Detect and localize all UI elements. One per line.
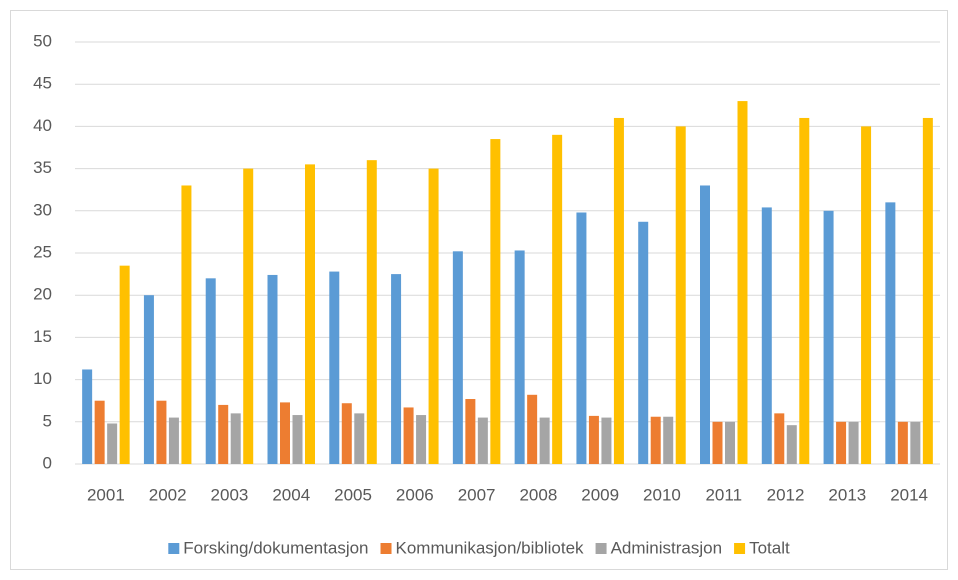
bar bbox=[650, 416, 661, 464]
bar bbox=[663, 416, 674, 464]
bar bbox=[774, 413, 785, 464]
bar bbox=[329, 271, 340, 464]
bar bbox=[181, 185, 192, 465]
legend-label: Kommunikasjon/bibliotek bbox=[396, 538, 585, 557]
bar bbox=[601, 417, 612, 464]
bar bbox=[156, 400, 167, 464]
y-tick-label: 20 bbox=[33, 285, 52, 304]
x-tick-label: 2009 bbox=[581, 485, 619, 504]
x-tick-label: 2002 bbox=[149, 485, 187, 504]
legend-swatch bbox=[168, 543, 180, 554]
x-tick-label: 2010 bbox=[643, 485, 681, 504]
bar bbox=[267, 274, 278, 464]
bar bbox=[539, 417, 550, 464]
legend-label: Totalt bbox=[749, 538, 790, 557]
bar bbox=[823, 210, 834, 464]
bar bbox=[168, 417, 179, 464]
legend-swatch bbox=[734, 543, 746, 554]
bar bbox=[477, 417, 488, 464]
legend-swatch bbox=[380, 543, 392, 554]
legend-label: Administrasjon bbox=[611, 538, 723, 557]
bar bbox=[836, 421, 847, 464]
bar bbox=[700, 185, 710, 465]
bar bbox=[366, 160, 377, 464]
bar bbox=[737, 101, 748, 464]
bar bbox=[527, 394, 538, 464]
bar bbox=[452, 251, 463, 464]
bar bbox=[897, 421, 908, 464]
x-tick-label: 2012 bbox=[767, 485, 805, 504]
y-tick-label: 10 bbox=[33, 369, 52, 388]
bar bbox=[786, 425, 797, 464]
bar bbox=[391, 274, 402, 464]
y-tick-label: 0 bbox=[43, 453, 52, 472]
bar bbox=[416, 415, 427, 464]
bar bbox=[107, 423, 118, 464]
bar bbox=[799, 117, 810, 465]
bar bbox=[354, 413, 365, 464]
bar bbox=[292, 415, 303, 464]
bar bbox=[243, 168, 254, 464]
y-tick-label: 5 bbox=[43, 411, 52, 430]
x-tick-label: 2005 bbox=[334, 485, 372, 504]
bar bbox=[305, 164, 315, 464]
bar bbox=[205, 278, 216, 464]
x-tick-label: 2008 bbox=[519, 485, 557, 504]
legend-swatch bbox=[595, 543, 607, 554]
x-tick-label: 2013 bbox=[828, 485, 866, 504]
bar bbox=[143, 295, 154, 464]
bar bbox=[922, 117, 933, 465]
x-tick-label: 2014 bbox=[890, 485, 928, 504]
bar bbox=[712, 421, 723, 464]
bar bbox=[613, 117, 624, 465]
x-tick-label: 2003 bbox=[211, 485, 249, 504]
bar bbox=[465, 399, 476, 464]
bar bbox=[885, 202, 896, 465]
chart-frame bbox=[10, 10, 948, 570]
y-tick-label: 50 bbox=[33, 31, 52, 50]
y-tick-label: 30 bbox=[33, 200, 52, 219]
legend-label: Forsking/dokumentasjon bbox=[183, 538, 368, 557]
x-tick-label: 2011 bbox=[705, 485, 742, 504]
x-tick-label: 2006 bbox=[396, 485, 434, 504]
x-tick-label: 2001 bbox=[87, 485, 125, 504]
bar bbox=[588, 415, 599, 464]
y-tick-label: 25 bbox=[33, 242, 52, 261]
bar bbox=[230, 413, 241, 464]
bar bbox=[675, 126, 686, 465]
bar bbox=[910, 421, 921, 464]
bar bbox=[280, 402, 290, 464]
bar bbox=[428, 168, 439, 464]
bar bbox=[94, 400, 105, 464]
bar bbox=[848, 421, 859, 464]
y-tick-label: 15 bbox=[33, 327, 52, 346]
x-tick-label: 2007 bbox=[458, 485, 496, 504]
bar bbox=[514, 250, 525, 464]
bar bbox=[638, 221, 649, 464]
bar bbox=[761, 207, 772, 464]
bar bbox=[576, 212, 587, 464]
bar bbox=[725, 421, 735, 464]
bar bbox=[861, 126, 872, 465]
x-tick-label: 2004 bbox=[272, 485, 310, 504]
bar bbox=[119, 265, 130, 464]
y-tick-label: 45 bbox=[33, 74, 52, 93]
bar bbox=[341, 403, 352, 464]
y-tick-label: 35 bbox=[33, 158, 52, 177]
y-tick-label: 40 bbox=[33, 116, 52, 135]
bar bbox=[552, 134, 563, 464]
bar bbox=[403, 407, 414, 464]
bar bbox=[218, 404, 229, 464]
bar bbox=[82, 369, 93, 464]
bar bbox=[490, 139, 501, 464]
